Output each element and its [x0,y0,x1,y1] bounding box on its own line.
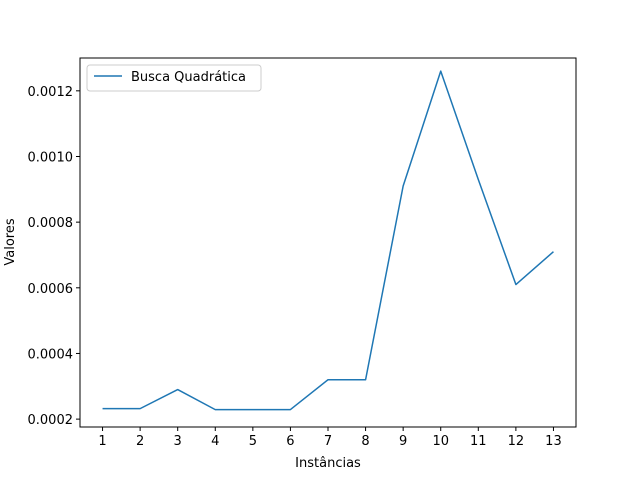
x-tick-label: 3 [174,434,182,449]
y-tick-label: 0.0002 [28,413,74,428]
y-tick-label: 0.0004 [28,347,74,362]
x-tick-label: 9 [399,434,407,449]
series-layer [102,70,554,411]
x-tick-label: 8 [361,434,369,449]
x-axis-ticks: 1 2 3 4 5 6 7 8 9 10 11 12 13 [98,427,562,449]
legend-label-busca-quadratica: Busca Quadrática [131,70,246,85]
x-tick-label: 2 [136,434,144,449]
x-tick-label: 13 [545,434,562,449]
y-tick-label: 0.0010 [28,150,74,165]
x-tick-label: 4 [211,434,219,449]
x-axis-label: Instâncias [295,456,361,471]
legend-box [86,64,262,92]
y-axis-label: Valores [3,218,18,265]
x-tick-label: 6 [286,434,294,449]
y-tick-label: 0.0008 [28,216,74,231]
y-axis-ticks: 0.0002 0.0004 0.0006 0.0008 0.0010 0.0012 [28,85,80,428]
x-tick-label: 10 [432,434,449,449]
x-tick-label: 7 [324,434,332,449]
x-tick-label: 11 [470,434,487,449]
x-tick-label: 5 [249,434,257,449]
x-tick-label: 12 [508,434,525,449]
y-tick-label: 0.0012 [28,85,74,100]
plot-frame [79,57,577,428]
y-tick-label: 0.0006 [28,282,74,297]
legend: Busca Quadrática [86,64,262,92]
x-tick-label: 1 [98,434,106,449]
